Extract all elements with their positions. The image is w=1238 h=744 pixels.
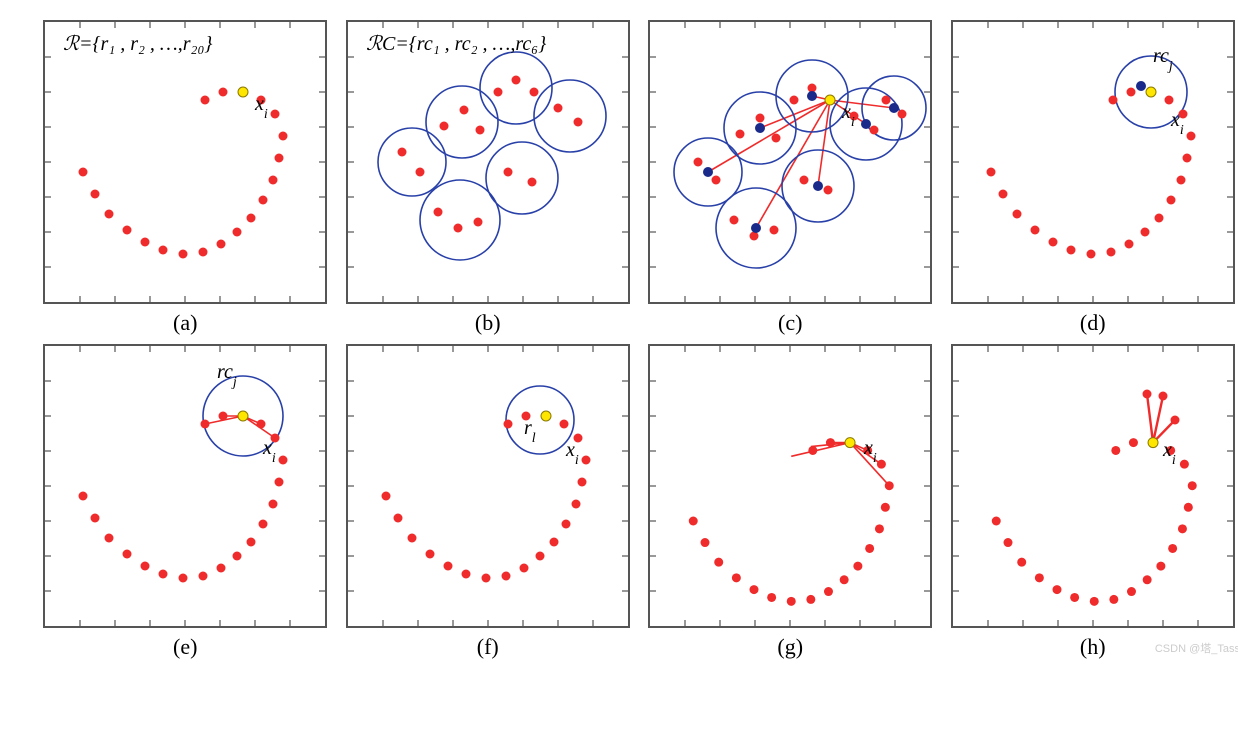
caption-h: (h): [1080, 634, 1106, 660]
caption-b: (b): [475, 310, 501, 336]
caption-g: (g): [777, 634, 803, 660]
svg-text:rcj: rcj: [1153, 45, 1173, 74]
svg-text:xi: xi: [1162, 439, 1176, 468]
caption-f: (f): [477, 634, 499, 660]
panel-e: xircj(e): [40, 344, 331, 660]
svg-text:rl: rl: [524, 417, 536, 446]
svg-text:xi: xi: [863, 437, 877, 466]
panel-h: xi (h): [948, 344, 1238, 660]
watermark: CSDN @塔_Tass: [1155, 640, 1238, 656]
caption-e: (e): [173, 634, 197, 660]
panel-f: xirl (f): [343, 344, 634, 660]
caption-a: (a): [173, 310, 197, 336]
panel-d: xircj(d): [948, 20, 1238, 336]
caption-d: (d): [1080, 310, 1106, 336]
panel-c: xi (c): [645, 20, 936, 336]
svg-text:rcj: rcj: [217, 361, 237, 390]
caption-c: (c): [778, 310, 802, 336]
panel-a: ℛ={r₁ , r₂ , …,r₂₀} xi (a): [40, 20, 331, 336]
svg-text:ℛ={r₁ , r₂ , …,r₂₀}: ℛ={r₁ , r₂ , …,r₂₀}: [63, 33, 212, 55]
svg-text:ℛC={rc₁ , rc₂ , …,rc₆}: ℛC={rc₁ , rc₂ , …,rc₆}: [366, 33, 546, 55]
panel-g: xi (g): [645, 344, 936, 660]
svg-text:xi: xi: [841, 101, 855, 130]
panel-b: ℛC={rc₁ , rc₂ , …,rc₆} (b): [343, 20, 634, 336]
svg-text:xi: xi: [565, 439, 579, 468]
svg-text:xi: xi: [254, 93, 268, 122]
